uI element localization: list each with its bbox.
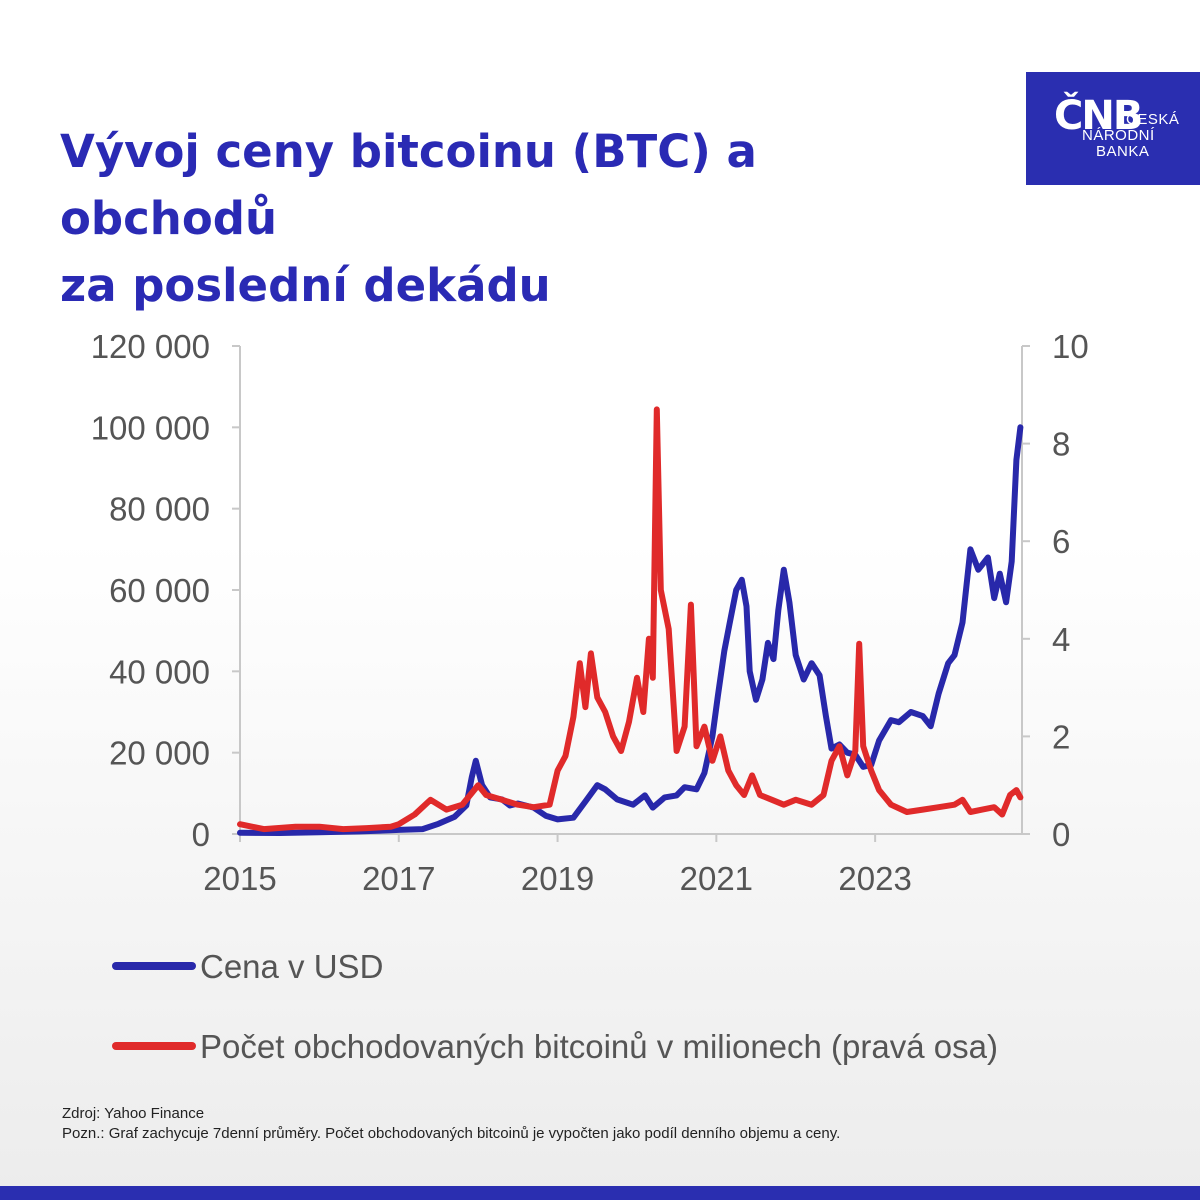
legend-label-2: Počet obchodovaných bitcoinů v milionech… <box>200 1028 998 1065</box>
chart-title: Vývoj ceny bitcoinu (BTC) a obchodů za p… <box>60 118 960 319</box>
footer: Zdroj: Yahoo Finance Pozn.: Graf zachycu… <box>62 1104 840 1144</box>
left-y-tick-label: 40 000 <box>109 653 210 690</box>
cnb-logo-name-line-3: BANKA <box>1096 143 1150 160</box>
x-tick-label: 2019 <box>521 860 594 897</box>
x-tick-label: 2023 <box>838 860 911 897</box>
right-y-tick-label: 0 <box>1052 816 1070 853</box>
left-y-tick-label: 20 000 <box>109 735 210 772</box>
left-y-tick-label: 0 <box>192 816 210 853</box>
right-y-tick-label: 4 <box>1052 621 1070 658</box>
bitcoin-chart: 0 20 000 40 000 60 000 80 000 100 000 120 000 0… <box>91 328 1089 1065</box>
chart-title-line-1: Vývoj ceny bitcoinu (BTC) a obchodů <box>60 125 757 245</box>
left-y-tick-label: 60 000 <box>109 572 210 609</box>
footer-note: Pozn.: Graf zachycuje 7denní průměry. Po… <box>62 1125 841 1142</box>
chart-title-line-2: za poslední dekádu <box>60 259 551 312</box>
cnb-logo-mark: ČNB <box>1054 93 1143 139</box>
right-y-tick-label: 2 <box>1052 718 1070 755</box>
cnb-logo-name-line-2: NÁRODNÍ <box>1082 127 1155 144</box>
left-y-tick-label: 120 000 <box>91 328 210 365</box>
cnb-logo: ČNB ČESKÁ NÁRODNÍ BANKA <box>1026 72 1200 185</box>
footer-source: Zdroj: Yahoo Finance <box>62 1105 205 1122</box>
cnb-logo-name-line-1: ČESKÁ <box>1126 111 1180 128</box>
right-y-tick-label: 8 <box>1052 426 1070 463</box>
left-y-tick-label: 80 000 <box>109 491 210 528</box>
cnb-logo-name: ČESKÁ NÁRODNÍ BANKA <box>1082 111 1180 160</box>
x-tick-label: 2021 <box>680 860 753 897</box>
right-y-tick-label: 6 <box>1052 523 1070 560</box>
x-tick-label: 2015 <box>203 860 276 897</box>
x-tick-label: 2017 <box>362 860 435 897</box>
right-y-tick-label: 10 <box>1052 328 1089 365</box>
price-usd-line <box>237 424 1024 836</box>
traded-volume-line <box>237 406 1024 833</box>
bottom-bar <box>0 1186 1200 1200</box>
left-y-tick-label: 100 000 <box>91 409 210 446</box>
legend-label-1: Cena v USD <box>200 948 383 985</box>
